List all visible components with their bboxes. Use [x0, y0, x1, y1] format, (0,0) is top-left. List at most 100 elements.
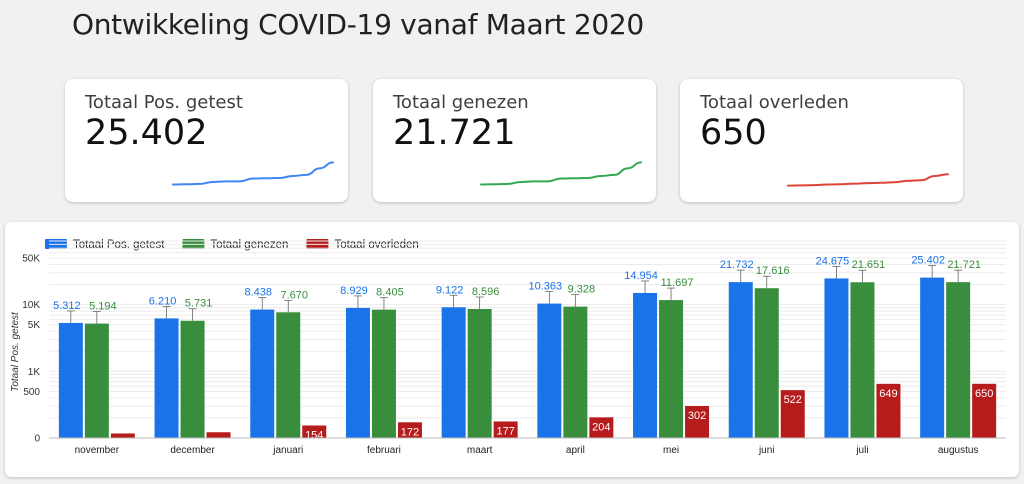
data-label: 204: [592, 421, 610, 433]
data-label: 8.596: [472, 286, 500, 298]
data-label: 5.731: [185, 298, 213, 310]
bar: [84, 323, 109, 438]
page-title: Ontwikkeling COVID-19 vanaf Maart 2020: [72, 8, 644, 41]
bar: [633, 292, 658, 438]
bar: [493, 421, 518, 438]
bar: [58, 322, 83, 438]
bar: [302, 425, 327, 438]
data-label: 154: [305, 429, 323, 441]
x-tick-label: januari: [272, 445, 303, 456]
data-label: 21.732: [720, 259, 754, 271]
kpi-card-positief: Totaal Pos. getest 25.402: [65, 79, 348, 202]
kpi-label: Totaal genezen: [393, 92, 529, 113]
bar: [110, 433, 135, 438]
bar: [824, 278, 849, 438]
data-label: 21.651: [852, 259, 886, 271]
bar: [154, 318, 179, 438]
y-tick-label: 0: [34, 434, 40, 445]
kpi-card-overleden: Totaal overleden 650: [680, 79, 963, 202]
x-tick-label: augustus: [938, 445, 979, 456]
bar: [467, 308, 492, 438]
x-tick-label: mei: [663, 445, 679, 456]
data-label: 177: [496, 425, 514, 437]
x-tick-label: april: [566, 445, 585, 456]
data-label: 21.721: [947, 259, 981, 271]
bar: [876, 383, 901, 438]
data-label: 17.616: [756, 265, 790, 277]
sparkline-path: [480, 161, 642, 186]
x-tick-label: maart: [467, 445, 493, 456]
bar: [563, 306, 588, 438]
data-label: 302: [688, 410, 706, 422]
data-label: 25.402: [911, 255, 945, 267]
sparkline-overleden: [787, 173, 949, 187]
data-label: 8.438: [244, 287, 272, 299]
bar: [754, 288, 779, 438]
bar: [206, 432, 231, 438]
y-axis: 50K 10K 5K 1K 500 0: [22, 254, 40, 445]
bar-chart-card: Totaal Pos. getest Totaal genezen Totaal o…: [5, 222, 1019, 477]
sparkline-path: [787, 173, 949, 187]
bar-chart: Totaal Pos. getest Totaal genezen Totaal o…: [10, 239, 1006, 456]
sparkline-positief: [172, 161, 334, 186]
bar: [345, 307, 370, 438]
y-tick-label: 5K: [28, 320, 41, 331]
x-tick-label: februari: [367, 445, 401, 456]
data-label: 650: [975, 388, 993, 400]
kpi-value: 650: [700, 113, 767, 153]
x-tick-label: november: [75, 445, 120, 456]
bar: [685, 405, 710, 438]
y-tick-label: 50K: [22, 254, 40, 265]
kpi-card-genezen: Totaal genezen 21.721: [373, 79, 656, 202]
data-label: 172: [401, 426, 419, 438]
bar: [589, 417, 614, 438]
y-axis-title: Totaal Pos. getest: [10, 311, 21, 392]
data-label: 9.122: [436, 284, 464, 296]
bar: [180, 320, 205, 438]
sparkline-genezen: [480, 161, 642, 186]
data-label: 8.929: [340, 285, 368, 297]
x-tick-label: juli: [855, 445, 868, 456]
x-tick-label: december: [170, 445, 215, 456]
y-tick-label: 10K: [22, 300, 40, 311]
data-label: 649: [879, 388, 897, 400]
data-label: 122: [209, 436, 227, 448]
data-label: 6.210: [149, 295, 177, 307]
bar: [780, 390, 805, 438]
bar: [728, 282, 753, 438]
data-label: 9.328: [568, 284, 596, 296]
data-label: 5.312: [53, 300, 81, 312]
data-label: 14.954: [624, 270, 658, 282]
y-tick-label: 1K: [28, 367, 41, 378]
sparkline-path: [172, 161, 334, 186]
x-tick-label: juni: [758, 445, 775, 456]
category-group: 25.402 21.721 650 augustus: [911, 255, 997, 456]
kpi-label: Totaal overleden: [700, 92, 849, 113]
bar: [441, 307, 466, 438]
bar: [920, 277, 945, 438]
kpi-value: 25.402: [85, 113, 208, 153]
data-label: 24.675: [816, 255, 850, 267]
bar: [371, 309, 396, 438]
data-label: 8.405: [376, 287, 404, 299]
data-label: 117: [114, 437, 132, 449]
bar: [250, 309, 275, 438]
bar: [659, 300, 684, 438]
data-label: 522: [784, 394, 802, 406]
bar: [397, 422, 422, 438]
bar: [537, 303, 562, 438]
bar: [972, 383, 997, 438]
data-label: 11.697: [661, 277, 694, 289]
bar: [946, 282, 971, 438]
data-label: 10.363: [529, 281, 563, 293]
kpi-value: 21.721: [393, 113, 516, 153]
bar: [276, 312, 301, 438]
